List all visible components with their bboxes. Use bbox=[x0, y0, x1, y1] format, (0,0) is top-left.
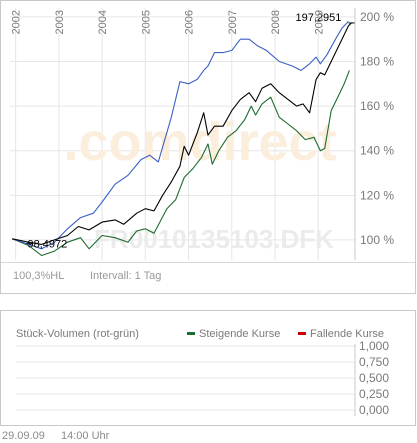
volume-title: Stück-Volumen (rot-grün) bbox=[16, 328, 139, 340]
x-tick-label: 2008 bbox=[270, 10, 282, 34]
watermark-symbol: FR0010135103.DFK bbox=[94, 224, 334, 254]
annotation-label: 98,4972 bbox=[27, 238, 67, 250]
legend-rising-label: Steigende Kurse bbox=[199, 328, 280, 340]
volume-y-tick-label: 0,250 bbox=[359, 387, 389, 401]
legend-rising-swatch bbox=[187, 332, 195, 335]
y-tick-label: 180 % bbox=[360, 55, 394, 69]
footer-hl-label: 100,3%HL bbox=[13, 270, 64, 282]
x-tick-label: 2004 bbox=[97, 10, 109, 34]
volume-y-tick-label: 0,000 bbox=[359, 403, 389, 417]
legend-falling-label: Fallende Kurse bbox=[310, 328, 384, 340]
footer-interval-label: Intervall: 1 Tag bbox=[90, 270, 161, 282]
x-tick-label: 2009 bbox=[313, 10, 325, 34]
y-tick-label: 100 % bbox=[360, 233, 394, 247]
volume-chart-frame bbox=[0, 310, 416, 426]
x-tick-labels: 2002 2003 2004 2005 2006 2007 2008 2009 bbox=[11, 10, 326, 34]
price-chart-frame bbox=[0, 0, 416, 294]
volume-chart: Stück-Volumen (rot-grün) Steigende Kurse… bbox=[0, 310, 416, 426]
volume-y-tick-label: 0,750 bbox=[359, 355, 389, 369]
annotation-label: 197,2951 bbox=[296, 12, 342, 24]
x-tick-label: 2005 bbox=[140, 10, 152, 34]
volume-y-tick-label: 0,500 bbox=[359, 371, 389, 385]
y-tick-label: 120 % bbox=[360, 188, 394, 202]
y-tick-label: 140 % bbox=[360, 144, 394, 158]
annotation-layer: 197,2951 98,4972 bbox=[26, 12, 355, 250]
y-tick-labels: 200 % 180 % 160 % 140 % 120 % 100 % bbox=[360, 10, 394, 247]
x-tick-label: 2002 bbox=[11, 10, 23, 34]
grid-layer bbox=[10, 8, 355, 260]
watermark-logo: .comdirect bbox=[63, 112, 336, 172]
y-tick-label: 160 % bbox=[360, 99, 394, 113]
x-tick-label: 2003 bbox=[54, 10, 66, 34]
volume-y-tick-label: 1,000 bbox=[359, 339, 389, 353]
series-line bbox=[11, 70, 350, 257]
x-tick-label: 2007 bbox=[227, 10, 239, 34]
timestamp-time: 14:00 Uhr bbox=[61, 430, 110, 442]
volume-y-tick-labels: 1,000 0,750 0,500 0,250 0,000 bbox=[359, 339, 389, 417]
volume-grid-layer bbox=[16, 345, 355, 411]
timestamp-date: 29.09.09 bbox=[2, 430, 45, 442]
legend-falling-swatch bbox=[298, 332, 306, 335]
series-line bbox=[12, 22, 352, 245]
series-line bbox=[12, 21, 349, 250]
x-tick-label: 2006 bbox=[184, 10, 196, 34]
price-chart: .comdirect FR0010135103.DFK 197,2951 98,4… bbox=[0, 0, 416, 294]
series-layer bbox=[11, 21, 352, 257]
y-tick-label: 200 % bbox=[360, 10, 394, 24]
